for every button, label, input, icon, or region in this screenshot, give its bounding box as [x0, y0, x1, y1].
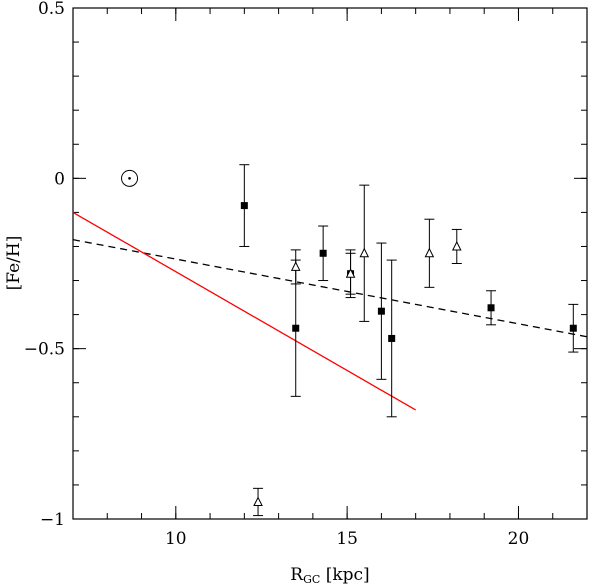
y-tick-label: −1 [40, 510, 65, 530]
data-points [239, 164, 579, 517]
data-point-square [319, 249, 327, 257]
data-point-triangle [451, 240, 462, 251]
x-axis-label-unit: [kpc] [326, 565, 370, 585]
data-point-square [377, 307, 385, 315]
x-tick-label: 20 [508, 529, 530, 549]
x-axis-label: RGC [kpc] [290, 565, 369, 585]
plot-frame [72, 7, 588, 520]
y-tick-label: 0 [54, 169, 65, 189]
minor-ticks [72, 7, 588, 520]
red-fit-line [72, 211, 416, 411]
data-point-square [487, 304, 495, 312]
sun-circle [121, 169, 139, 187]
x-axis-label-main: R [290, 565, 304, 585]
x-tick-label: 10 [165, 529, 187, 549]
data-point-square [292, 324, 300, 332]
x-axis-label-subscript: GC [303, 573, 320, 585]
y-tick-label: 0.5 [38, 0, 65, 19]
sun-dot [128, 177, 131, 180]
x-tick-label: 15 [336, 529, 358, 549]
data-point-triangle [253, 496, 263, 506]
data-point-square [240, 202, 248, 210]
y-tick-labels: 0.5 0 −0.5 −1 [24, 0, 65, 530]
dashed-fit-line [72, 239, 588, 338]
data-point-square [388, 334, 396, 342]
fit-lines [72, 211, 588, 411]
data-point-triangle [345, 268, 356, 278]
data-point-triangle [290, 261, 301, 271]
major-ticks [73, 7, 587, 520]
data-point-triangle [424, 247, 435, 258]
sun-symbol-icon [121, 169, 139, 187]
y-tick-label: −0.5 [24, 340, 65, 360]
data-point-square [569, 324, 577, 332]
data-point-triangle [359, 247, 370, 258]
y-axis-label: [Fe/H] [4, 236, 24, 291]
x-tick-labels: 10 15 20 [165, 529, 529, 549]
